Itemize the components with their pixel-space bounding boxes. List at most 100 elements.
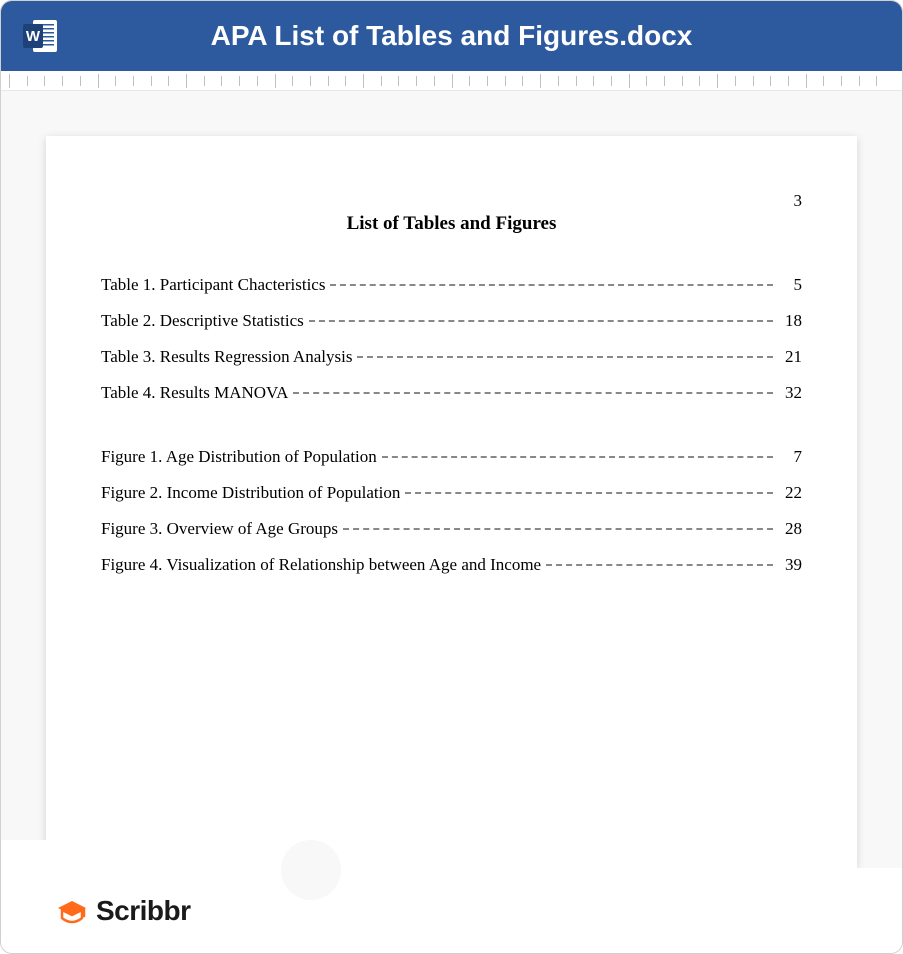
ruler-tick [27, 76, 45, 86]
ruler-tick [381, 76, 399, 86]
document-window: W APA List of Tables and Figures.docx 3 … [0, 0, 903, 954]
toc-leader [357, 356, 773, 358]
toc-label: Table 1. Participant Chacteristics [101, 275, 325, 295]
ruler-tick [876, 76, 894, 86]
toc-leader [293, 392, 773, 394]
toc-entry: Figure 4. Visualization of Relationship … [101, 555, 802, 575]
toc-label: Figure 4. Visualization of Relationship … [101, 555, 541, 575]
toc-entry: Table 2. Descriptive Statistics 18 [101, 311, 802, 331]
ruler-tick [452, 74, 470, 88]
page-number: 3 [101, 191, 802, 211]
toc-page-number: 32 [778, 383, 802, 403]
brand-logo: Scribbr [56, 895, 191, 927]
ruler-tick [540, 74, 558, 88]
page-heading: List of Tables and Figures [101, 213, 802, 235]
toc-leader [309, 320, 773, 322]
toc-page-number: 39 [778, 555, 802, 575]
ruler-tick [221, 76, 239, 86]
toc-entry: Table 4. Results MANOVA 32 [101, 383, 802, 403]
ruler-tick [682, 76, 700, 86]
toc-label: Figure 3. Overview of Age Groups [101, 519, 338, 539]
ruler-tick [735, 76, 753, 86]
ruler-tick [611, 76, 629, 86]
ruler-tick [151, 76, 169, 86]
ruler-tick [115, 76, 133, 86]
toc-page-number: 18 [778, 311, 802, 331]
ruler-tick [257, 76, 275, 86]
toc-entry: Table 1. Participant Chacteristics 5 [101, 275, 802, 295]
toc-page-number: 5 [778, 275, 802, 295]
ruler-tick [328, 76, 346, 86]
toc-leader [382, 456, 773, 458]
ruler-tick [576, 76, 594, 86]
ruler-tick [664, 76, 682, 86]
toc-entry: Figure 1. Age Distribution of Population… [101, 447, 802, 467]
ruler-tick [505, 76, 523, 86]
toc-leader [405, 492, 773, 494]
footer-curve [1, 840, 311, 868]
ruler-tick [133, 76, 151, 86]
ruler-tick [788, 76, 806, 86]
ruler-tick [469, 76, 487, 86]
ruler-tick [558, 76, 576, 86]
ruler-tick [629, 74, 647, 88]
figures-list: Figure 1. Age Distribution of Population… [101, 447, 802, 575]
ruler-tick [841, 76, 859, 86]
ruler-tick [646, 76, 664, 86]
ruler-tick [62, 76, 80, 86]
ruler-tick [98, 74, 116, 88]
toc-leader [343, 528, 773, 530]
section-gap [101, 419, 802, 447]
svg-text:W: W [26, 28, 41, 45]
ruler-tick [699, 76, 717, 86]
toc-leader [330, 284, 773, 286]
toc-entry: Table 3. Results Regression Analysis 21 [101, 347, 802, 367]
document-area: 3 List of Tables and Figures Table 1. Pa… [1, 91, 902, 868]
toc-leader [546, 564, 773, 566]
ruler-tick [310, 76, 328, 86]
ruler-tick [753, 76, 771, 86]
brand-name: Scribbr [96, 895, 191, 927]
toc-page-number: 22 [778, 483, 802, 503]
ruler-tick [398, 76, 416, 86]
toc-label: Figure 2. Income Distribution of Populat… [101, 483, 400, 503]
ruler-tick [345, 76, 363, 86]
title-bar: W APA List of Tables and Figures.docx [1, 1, 902, 71]
ruler-tick [80, 76, 98, 86]
ruler-tick [44, 76, 62, 86]
ruler-tick [522, 76, 540, 86]
ruler-tick [204, 76, 222, 86]
toc-page-number: 7 [778, 447, 802, 467]
ruler-tick [487, 76, 505, 86]
ruler-tick [434, 76, 452, 86]
ruler-tick [806, 74, 824, 88]
ruler-tick [9, 74, 27, 88]
ruler-tick [363, 74, 381, 88]
footer: Scribbr [1, 868, 902, 953]
ruler-tick [717, 74, 735, 88]
ruler-tick [186, 74, 204, 88]
ruler-tick [239, 76, 257, 86]
ruler-tick [292, 76, 310, 86]
ruler [1, 71, 902, 91]
toc-entry: Figure 2. Income Distribution of Populat… [101, 483, 802, 503]
ruler-tick [593, 76, 611, 86]
ruler-tick [275, 74, 293, 88]
document-title: APA List of Tables and Figures.docx [61, 20, 882, 52]
toc-page-number: 28 [778, 519, 802, 539]
toc-label: Table 2. Descriptive Statistics [101, 311, 304, 331]
toc-label: Table 4. Results MANOVA [101, 383, 288, 403]
document-page: 3 List of Tables and Figures Table 1. Pa… [46, 136, 857, 868]
tables-list: Table 1. Participant Chacteristics5Table… [101, 275, 802, 403]
ruler-tick [770, 76, 788, 86]
ruler-tick [168, 76, 186, 86]
ruler-tick [823, 76, 841, 86]
toc-page-number: 21 [778, 347, 802, 367]
ruler-tick [859, 76, 877, 86]
toc-entry: Figure 3. Overview of Age Groups 28 [101, 519, 802, 539]
toc-label: Table 3. Results Regression Analysis [101, 347, 352, 367]
word-app-icon: W [21, 16, 61, 56]
graduation-cap-icon [56, 895, 88, 927]
ruler-tick [416, 76, 434, 86]
toc-label: Figure 1. Age Distribution of Population [101, 447, 377, 467]
